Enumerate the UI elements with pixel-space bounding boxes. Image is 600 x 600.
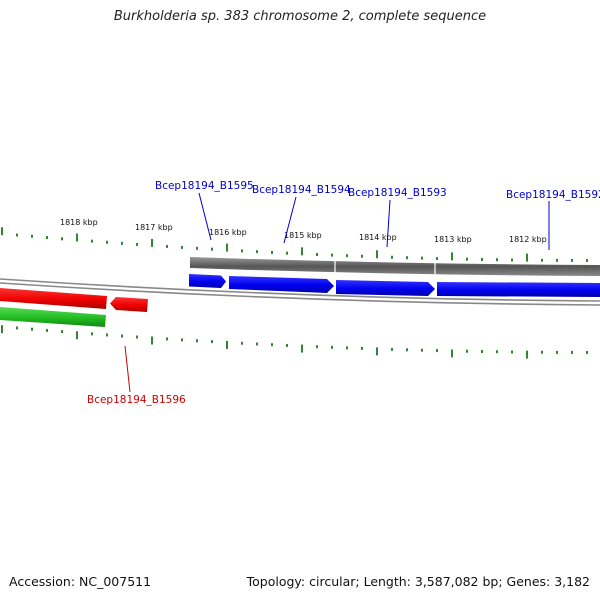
- cds-track-reverse: [0, 288, 148, 312]
- ruler-label-1812: 1812 kbp: [509, 235, 547, 244]
- gene-label-b1594[interactable]: Bcep18194_B1594: [252, 184, 351, 196]
- cds-track-forward: [189, 274, 600, 297]
- inner-tick-track: [1, 325, 588, 359]
- ruler-label-1816: 1816 kbp: [209, 228, 247, 237]
- cds-arrow-b1594[interactable]: [229, 276, 334, 293]
- gene-label-b1595[interactable]: Bcep18194_B1595: [155, 180, 254, 192]
- ruler-label-1815: 1815 kbp: [284, 231, 322, 240]
- outer-tick-track: [1, 227, 588, 262]
- ruler-label-1817: 1817 kbp: [135, 223, 173, 232]
- gene-label-b1596[interactable]: Bcep18194_B1596: [87, 394, 186, 406]
- ruler-label-1814: 1814 kbp: [359, 233, 397, 242]
- cds-arrow-b1592[interactable]: [437, 282, 600, 297]
- gene-track-forward: [190, 257, 600, 276]
- cds-arrow-b1596-left[interactable]: [0, 288, 107, 309]
- ruler-label-1818: 1818 kbp: [60, 218, 98, 227]
- accession-label: Accession: NC_007511: [9, 574, 152, 589]
- map-title: Burkholderia sp. 383 chromosome 2, compl…: [113, 9, 487, 24]
- gene-labels: Bcep18194_B1595 Bcep18194_B1594 Bcep1819…: [87, 180, 600, 406]
- topology-label: Topology: circular; Length: 3,587,082 bp…: [246, 574, 590, 589]
- cds-arrow-b1593[interactable]: [336, 280, 435, 296]
- gene-label-b1593[interactable]: Bcep18194_B1593: [348, 187, 447, 199]
- cds-arrow-b1596[interactable]: [110, 297, 148, 312]
- gene-label-b1592[interactable]: Bcep18194_B1592: [506, 189, 600, 201]
- rna-track: [0, 307, 106, 327]
- genome-backbone: [0, 278, 600, 306]
- cds-arrow-b1595[interactable]: [189, 274, 226, 288]
- ruler-labels: 1818 kbp 1817 kbp 1816 kbp 1815 kbp 1814…: [60, 218, 547, 244]
- ruler-label-1813: 1813 kbp: [434, 235, 472, 244]
